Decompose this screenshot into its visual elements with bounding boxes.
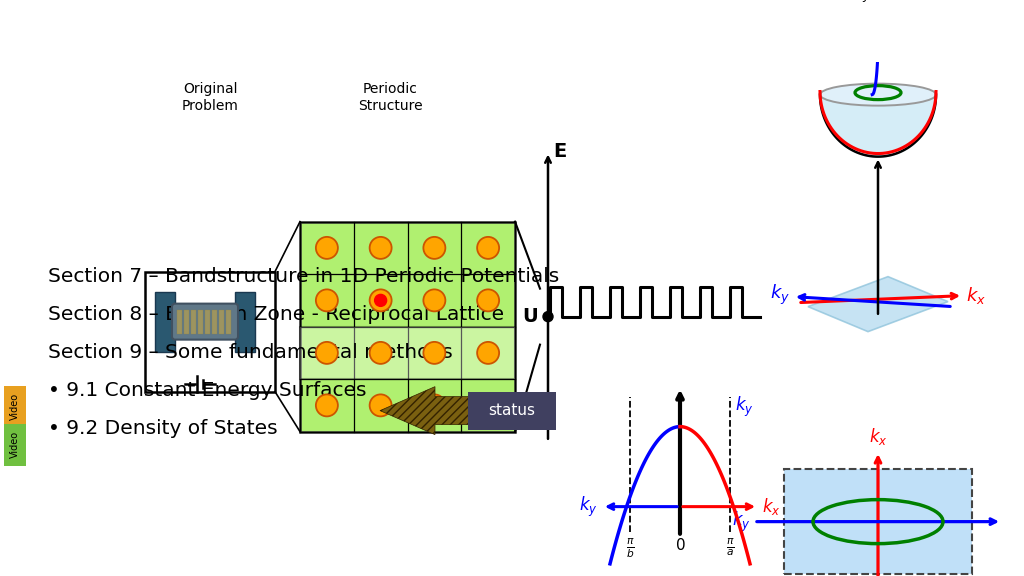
Text: $k_y$: $k_y$ xyxy=(732,510,751,534)
Text: $k_y$: $k_y$ xyxy=(770,283,790,307)
Circle shape xyxy=(370,395,391,416)
Text: Section 9: Section 9 xyxy=(446,5,578,29)
Bar xyxy=(300,327,515,379)
Text: $k_x$: $k_x$ xyxy=(966,285,986,306)
Text: $\frac{\pi}{b}$: $\frac{\pi}{b}$ xyxy=(626,537,635,560)
Text: • 9.2 Density of States: • 9.2 Density of States xyxy=(48,419,278,438)
Circle shape xyxy=(423,395,445,416)
Polygon shape xyxy=(380,386,555,435)
Text: Video: Video xyxy=(10,393,20,420)
Circle shape xyxy=(315,237,338,259)
Polygon shape xyxy=(808,276,948,332)
Bar xyxy=(212,310,217,334)
Circle shape xyxy=(315,395,338,416)
Circle shape xyxy=(315,342,338,364)
Circle shape xyxy=(423,342,445,364)
Text: Constant Energy Surfaces & Density of States: Constant Energy Surfaces & Density of St… xyxy=(187,33,837,57)
Circle shape xyxy=(370,342,391,364)
Text: $k_x$: $k_x$ xyxy=(868,426,888,447)
FancyBboxPatch shape xyxy=(172,304,238,340)
Text: Periodic
Structure: Periodic Structure xyxy=(357,82,422,113)
Circle shape xyxy=(477,342,499,364)
Ellipse shape xyxy=(820,84,936,105)
Bar xyxy=(155,291,175,351)
Text: $k_x$: $k_x$ xyxy=(762,496,780,517)
Bar xyxy=(198,310,203,334)
Circle shape xyxy=(375,294,387,306)
Circle shape xyxy=(370,237,391,259)
Text: Original
Problem: Original Problem xyxy=(181,82,239,113)
Bar xyxy=(784,469,972,574)
Text: Section 9 – Some fundamental methods: Section 9 – Some fundamental methods xyxy=(48,343,453,362)
Circle shape xyxy=(423,237,445,259)
Circle shape xyxy=(423,289,445,312)
Text: $k_y$: $k_y$ xyxy=(735,395,754,419)
Text: $\frac{\pi}{a}$: $\frac{\pi}{a}$ xyxy=(726,537,734,558)
Bar xyxy=(4,386,26,427)
Text: • 9.1 Constant Energy Surfaces: • 9.1 Constant Energy Surfaces xyxy=(48,381,367,400)
Text: Video: Video xyxy=(10,431,20,458)
Text: status: status xyxy=(488,403,536,418)
Text: E: E xyxy=(553,142,566,161)
Text: U: U xyxy=(522,307,538,326)
Bar xyxy=(205,310,210,334)
Bar xyxy=(191,310,196,334)
Text: $E(k_x\!,k_y)$: $E(k_x\!,k_y)$ xyxy=(809,0,878,5)
Text: $0$: $0$ xyxy=(675,537,685,552)
Circle shape xyxy=(315,289,338,312)
Bar xyxy=(4,423,26,465)
Text: Section 7 – Bandstructure in 1D Periodic Potentials: Section 7 – Bandstructure in 1D Periodic… xyxy=(48,267,559,286)
Bar xyxy=(468,392,556,430)
Bar xyxy=(226,310,231,334)
Circle shape xyxy=(370,289,391,312)
Bar xyxy=(219,310,224,334)
Bar xyxy=(177,310,182,334)
Circle shape xyxy=(477,395,499,416)
Bar xyxy=(234,291,255,351)
Circle shape xyxy=(543,312,553,321)
Text: Section 8 – Brillouin Zone - Reciprocal Lattice: Section 8 – Brillouin Zone - Reciprocal … xyxy=(48,305,504,324)
Bar xyxy=(145,272,275,392)
Circle shape xyxy=(477,237,499,259)
Bar xyxy=(300,222,515,431)
Text: $k_y$: $k_y$ xyxy=(580,495,598,519)
Circle shape xyxy=(477,289,499,312)
Bar xyxy=(184,310,189,334)
